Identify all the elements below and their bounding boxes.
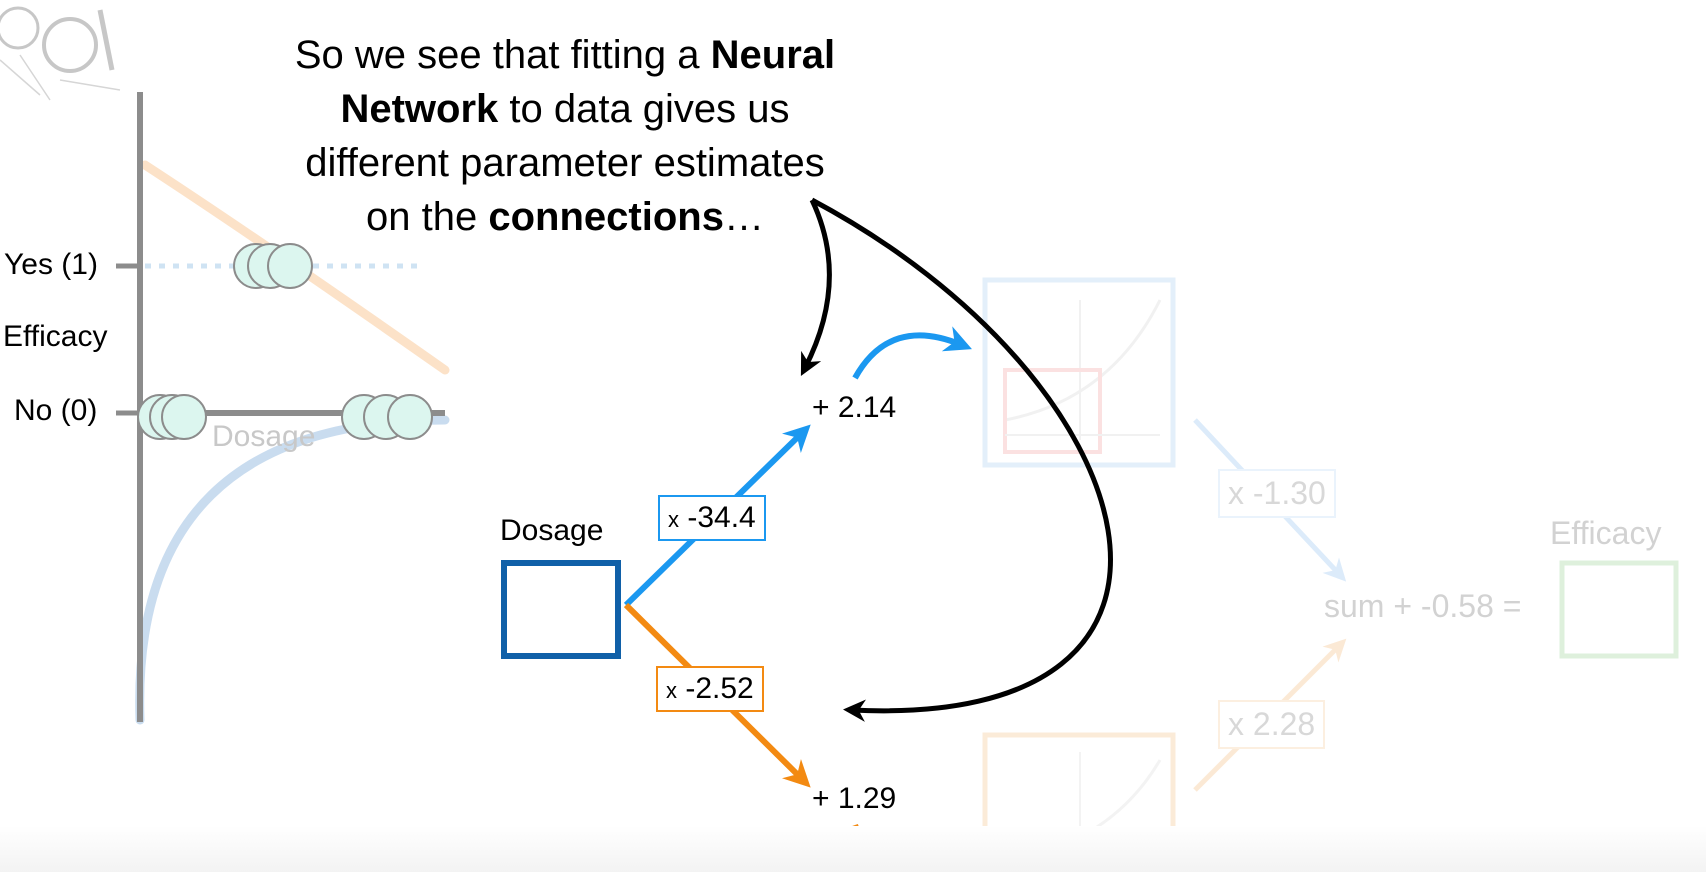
bottom-weight-prefix: x [666,678,677,703]
faded-network [852,277,1679,872]
caption-part3: on the [366,195,489,239]
bottom-weight-value: -2.52 [685,672,754,705]
caption-text: So we see that fitting a Neural Network … [200,28,930,244]
bottom-fade-bar [0,826,1706,872]
out-bottom-weight-box: x 2.28 [1218,700,1326,749]
caption-line3: different parameter estimates [305,141,825,185]
data-points-no-low [137,394,207,440]
output-node [1559,560,1679,659]
top-bias-label: + 2.14 [812,391,897,424]
bottom-bias-label: + 1.29 [812,782,897,815]
faded-blue-curve [135,415,450,725]
y-axis-label: Efficacy [3,320,108,353]
caption-bold-connections: connections [488,195,724,239]
caption-ellipsis: … [723,195,764,239]
top-weight-value: -34.4 [687,501,756,534]
bottom-weight-box: x -2.52 [656,666,764,712]
caption-part1: So we see that fitting a [294,33,711,77]
data-points-no-high [341,394,433,440]
caption-bold-network: Network [340,87,499,131]
top-weight-prefix: x [668,507,679,532]
x-axis-label: Dosage [212,420,316,453]
bottom-hidden-node [982,732,1176,872]
out-top-weight-box: x -1.30 [1218,469,1336,518]
output-label: Efficacy [1550,515,1662,551]
sum-label: sum + -0.58 = [1324,588,1522,624]
caption-part2: to data gives us [498,87,790,131]
pointer-arrow-bottom [810,197,1113,722]
input-node [501,560,621,659]
top-weight-box: x -34.4 [658,495,766,541]
pointer-arrow-top [800,198,832,377]
yes-label: Yes (1) [4,248,98,281]
top-activation-arrow [852,326,972,380]
no-label: No (0) [14,394,98,427]
data-points-yes [233,243,313,289]
input-label: Dosage [500,514,604,547]
statquest-logo [0,6,121,101]
top-hidden-node [982,277,1176,468]
efficacy-graph [116,92,450,725]
caption-bold-neural: Neural [710,33,836,77]
